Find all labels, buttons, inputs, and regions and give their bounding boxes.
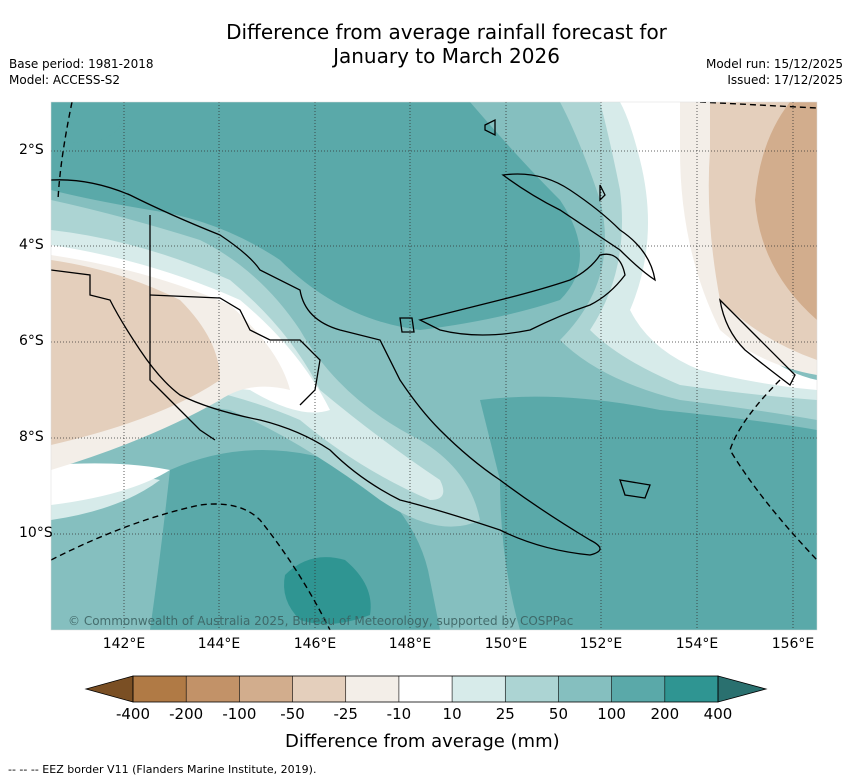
contour-nw-corner	[51, 102, 123, 145]
contour-east-drier	[755, 102, 817, 320]
colorbar-cell	[611, 676, 666, 702]
longitude-label: 146°E	[293, 636, 337, 652]
colorbar-frame	[132, 675, 719, 703]
longitude-label: 148°E	[388, 636, 432, 652]
colorbar-tick-label: 200	[650, 705, 680, 723]
latitude-label: 2°S	[19, 142, 44, 158]
contour-east-neutral	[620, 102, 817, 390]
colorbar-cell	[558, 676, 613, 702]
colorbar-high-extension	[717, 675, 768, 703]
colorbar-cell	[505, 676, 559, 702]
colorbar-tick-label: -100	[222, 705, 257, 723]
contour-peak-wet	[284, 557, 371, 624]
map-title: Difference from average rainfall forecas…	[0, 20, 850, 68]
run-info: Model run: 15/12/2025 Issued: 17/12/2025	[706, 56, 843, 88]
colorbar-cell	[345, 676, 400, 702]
longitude-label: 152°E	[579, 636, 623, 652]
colorbar-cell	[452, 676, 506, 702]
colorbar-tick-label: 400	[703, 705, 733, 723]
coastlines	[51, 118, 796, 556]
eez-legend: -- -- -- EEZ border V11 (Flanders Marine…	[8, 763, 317, 776]
model-name: Model: ACCESS-S2	[9, 73, 121, 87]
colorbar-cell	[133, 676, 187, 702]
colorbar-tick-label: -50	[280, 705, 305, 723]
longitude-label: 150°E	[484, 636, 528, 652]
colorbar-cell	[239, 676, 294, 702]
contour-west-dry	[51, 260, 220, 445]
model-run: Model run: 15/12/2025	[705, 57, 843, 71]
base-period: Base period: 1981-2018	[9, 57, 154, 71]
colorbar-cell	[292, 676, 347, 702]
colorbar-tick-label: -25	[333, 705, 358, 723]
longitude-label: 156°E	[771, 636, 815, 652]
colorbar-tick-label: 10	[442, 705, 462, 723]
colorbar-cell	[186, 676, 240, 702]
colorbar-tick-label: 25	[495, 705, 515, 723]
colorbar-cell	[398, 676, 453, 702]
longitude-label: 144°E	[197, 636, 241, 652]
colorbar-tick-label: 100	[597, 705, 626, 723]
colorbar-title: Difference from average (mm)	[285, 731, 560, 752]
colorbar-tick-label: 50	[548, 705, 568, 723]
title-line-2: January to March 2026	[333, 44, 560, 68]
contour-south-west-high	[150, 450, 440, 630]
map-contours	[51, 102, 817, 630]
colorbar-tick-label: -10	[386, 705, 412, 723]
contour-north-high	[51, 102, 580, 330]
model-info: Base period: 1981-2018 Model: ACCESS-S2	[9, 56, 154, 88]
copyright-notice: © Commonwealth of Australia 2025, Bureau…	[68, 614, 574, 628]
colorbar-tick-label: -400	[115, 705, 151, 723]
colorbar-low-extension	[84, 675, 134, 703]
latitude-label: 4°S	[19, 237, 44, 253]
contour-sw-neutral	[51, 463, 170, 505]
contour-south-east-high	[480, 396, 817, 630]
latitude-label: 8°S	[19, 429, 44, 445]
latitude-label: 6°S	[19, 333, 44, 349]
map-border	[50, 101, 818, 631]
issued-date: Issued: 17/12/2025	[727, 73, 843, 87]
colorbar-tick-label: -200	[169, 705, 204, 723]
longitude-label: 154°E	[675, 636, 719, 652]
latitude-label: 10°S	[19, 525, 53, 541]
title-line-1: Difference from average rainfall forecas…	[226, 20, 667, 44]
colorbar	[84, 675, 768, 703]
graticule	[51, 102, 817, 630]
eez-borders	[51, 102, 817, 630]
colorbar-cell	[664, 676, 719, 702]
longitude-label: 142°E	[102, 636, 146, 652]
